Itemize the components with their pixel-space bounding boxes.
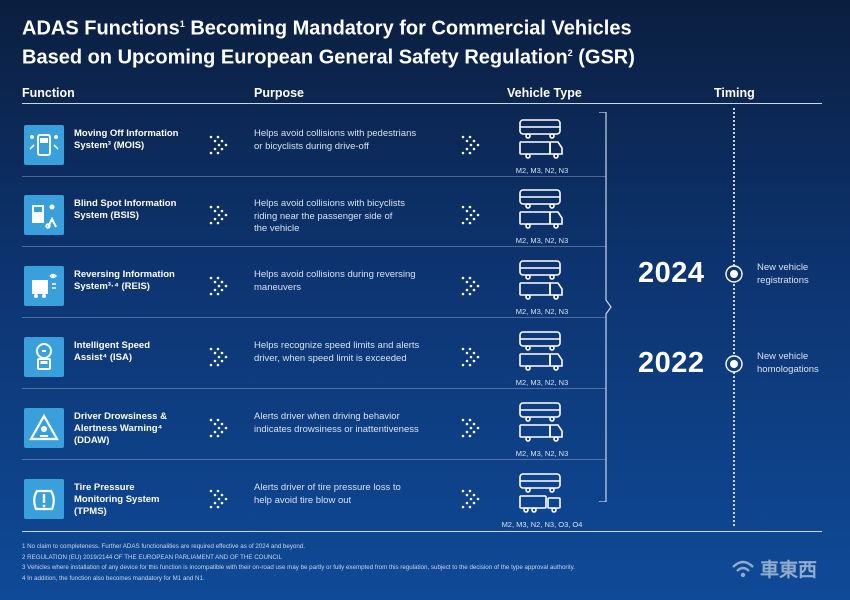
header-purpose: Purpose [254,86,305,100]
function-row: Blind Spot Information System (BSIS) Hel… [22,182,606,253]
function-purpose: Helps avoid collisions with bicyclists r… [254,198,405,234]
row-divider [22,459,606,460]
function-name: Moving Off Information System³ (MOIS) [74,128,179,151]
function-name: Driver Drowsiness & Alertness Warning⁴ (… [74,411,167,446]
footer-divider [22,531,822,532]
row-divider [22,176,606,177]
vehicle-types: M2, M3, N2, N3 [515,378,569,387]
tire-pressure-icon [24,479,64,519]
title-line-1: ADAS Functions1 Becoming Mandatory for C… [22,17,632,40]
vehicle-types: M2, M3, N2, N3, O3, O4 [501,520,583,529]
function-row: Moving Off Information System³ (MOIS) He… [22,112,606,183]
chevron-right-icon [208,346,230,368]
vehicle-types: M2, M3, N2, N3 [515,236,569,245]
footnote: 3 Vehicles where installation of any dev… [22,564,575,571]
bus-truck-icon [518,472,566,516]
chevron-right-icon [208,134,230,156]
function-purpose: Helps avoid collisions during reversing … [254,269,416,293]
chevron-right-icon [460,488,482,510]
chevron-right-icon [460,417,482,439]
function-row: Intelligent Speed Assist⁴ (ISA) Helps re… [22,324,606,395]
bus-truck-icon [518,401,566,445]
vehicle-types: M2, M3, N2, N3 [515,307,569,316]
moving-off-icon [24,125,64,165]
function-row: Reversing Information System³·⁴ (REIS) H… [22,253,606,324]
chevron-right-icon [208,204,230,226]
row-divider [22,388,606,389]
function-row: Driver Drowsiness & Alertness Warning⁴ (… [22,395,606,466]
watermark-logo: 車東西 [730,553,840,583]
chevron-right-icon [460,204,482,226]
function-purpose: Helps avoid collisions with pedestrians … [254,128,417,152]
year-2024: 2024 [638,257,705,289]
function-name: Intelligent Speed Assist⁴ (ISA) [74,340,151,363]
chevron-right-icon [208,275,230,297]
bus-truck-icon [518,118,566,162]
footnote: 1 No claim to completeness. Further ADAS… [22,543,305,550]
page-title: ADAS Functions1 Becoming Mandatory for C… [22,12,722,69]
header-timing: Timing [714,86,755,100]
vehicle-types: M2, M3, N2, N3 [515,449,569,458]
timeline-marker-icon [725,265,743,283]
bus-truck-icon [518,330,566,374]
function-name: Tire Pressure Monitoring System (TPMS) [74,482,160,517]
drowsiness-warning-icon [24,408,64,448]
chevron-right-icon [460,134,482,156]
chevron-right-icon [460,346,482,368]
header-divider [22,103,822,104]
footnote: 4 In addition, the function also becomes… [22,574,205,582]
bus-truck-icon [518,188,566,232]
header-vehicle-type: Vehicle Type [507,86,582,100]
timing-timeline [733,108,735,526]
row-divider [22,317,606,318]
function-purpose: Alerts driver of tire pressure loss to h… [254,482,401,506]
wifi-icon [732,560,754,578]
function-name: Reversing Information System³·⁴ (REIS) [74,269,175,292]
chevron-right-icon [460,275,482,297]
header-function: Function [22,86,75,100]
chevron-right-icon [208,417,230,439]
reversing-icon [24,266,64,306]
function-row: Tire Pressure Monitoring System (TPMS) A… [22,466,606,537]
function-purpose: Helps recognize speed limits and alerts … [254,340,420,364]
chevron-right-icon [208,488,230,510]
blind-spot-icon [24,195,64,235]
function-name: Blind Spot Information System (BSIS) [74,198,177,221]
timeline-label-2022: New vehicle homologations [757,351,819,375]
year-2022: 2022 [638,347,705,379]
rows-bracket [599,112,612,502]
row-divider [22,246,606,247]
footnote: 2 REGULATION (EU) 2019/2144 OF THE EUROP… [22,553,283,561]
timeline-marker-icon [725,355,743,373]
title-line-2: Based on Upcoming European General Safet… [22,46,635,69]
speed-assist-icon [24,337,64,377]
timeline-label-2024: New vehicle registrations [757,262,809,286]
footnotes: 1 No claim to completeness. Further ADAS… [22,542,722,584]
bus-truck-icon [518,259,566,303]
vehicle-types: M2, M3, N2, N3 [515,166,569,175]
function-purpose: Alerts driver when driving behavior indi… [254,411,419,435]
